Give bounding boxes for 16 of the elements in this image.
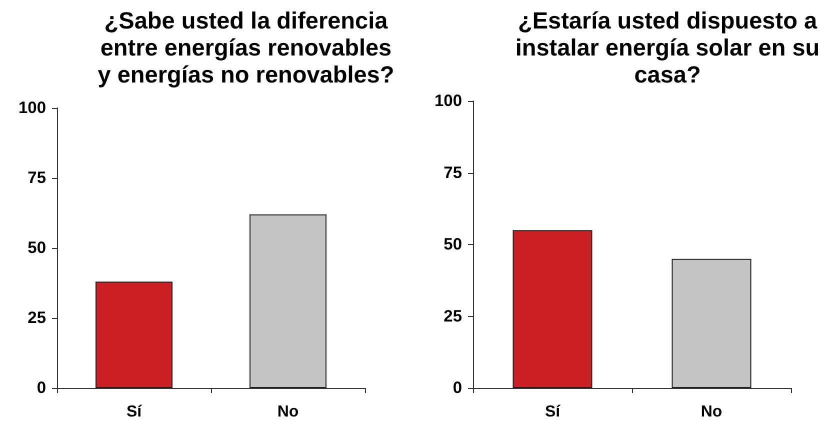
- x-tick-label: No: [277, 404, 299, 420]
- y-tick-label: 75: [444, 164, 462, 182]
- y-tick-label: 75: [28, 169, 46, 187]
- y-tick-label: 100: [18, 99, 46, 117]
- y-tick-label: 100: [434, 92, 462, 110]
- x-tick-label: Sí: [544, 404, 561, 420]
- x-tick-label: Sí: [126, 404, 142, 420]
- y-tick-label: 0: [452, 379, 462, 397]
- y-tick-label: 50: [28, 239, 46, 257]
- y-tick-label: 50: [444, 236, 462, 254]
- chart-title: ¿Sabe usted la diferencia entre energías renovables y energías no renovables?: [98, 8, 394, 88]
- chart-title: ¿Estaría usted dispuesto a instalar energía solar en su casa?: [515, 8, 820, 88]
- x-tick-label: No: [700, 404, 722, 420]
- y-tick-label: 25: [444, 307, 462, 326]
- y-tick-label: 0: [36, 379, 46, 397]
- y-tick-label: 25: [28, 309, 46, 327]
